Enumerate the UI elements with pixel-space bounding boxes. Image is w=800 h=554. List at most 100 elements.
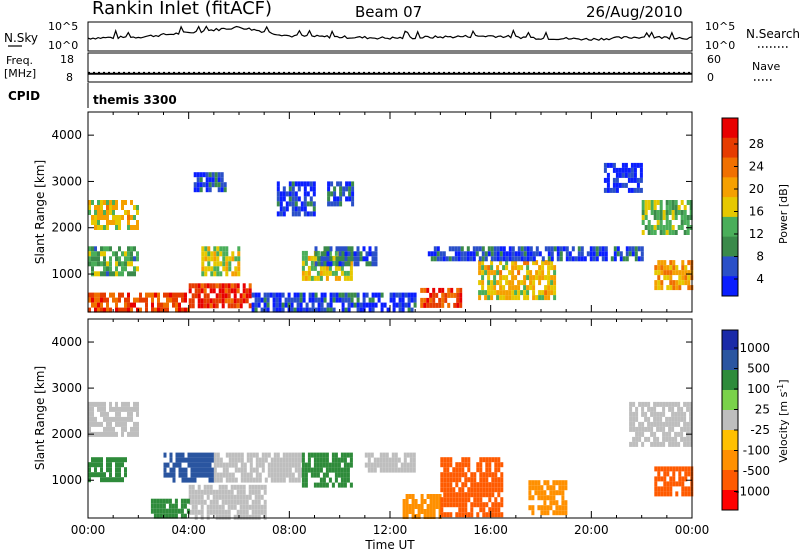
heatmap-cell bbox=[323, 292, 327, 298]
heatmap-cell bbox=[338, 261, 342, 267]
heatmap-cell bbox=[660, 476, 664, 482]
heatmap-cell bbox=[494, 457, 498, 463]
heatmap-cell bbox=[319, 477, 323, 483]
heatmap-cell bbox=[245, 298, 249, 304]
heatmap-cell bbox=[514, 285, 518, 291]
heatmap-cell bbox=[476, 492, 480, 498]
heatmap-cell bbox=[641, 220, 645, 225]
heatmap-cell bbox=[659, 441, 663, 447]
heatmap-cell bbox=[302, 292, 306, 298]
heatmap-cell bbox=[331, 457, 335, 463]
heatmap-cell bbox=[254, 292, 258, 298]
heatmap-cell bbox=[389, 297, 393, 303]
heatmap-cell bbox=[684, 280, 688, 286]
heatmap-cell bbox=[544, 285, 548, 291]
heatmap-cell bbox=[264, 477, 268, 483]
heatmap-cell bbox=[680, 431, 684, 437]
heatmap-cell bbox=[343, 275, 347, 281]
heatmap-cell bbox=[115, 205, 118, 210]
heatmap-cell bbox=[338, 246, 342, 252]
heatmap-cell bbox=[88, 261, 91, 267]
heatmap-cell bbox=[100, 406, 103, 412]
heatmap-cell bbox=[429, 494, 433, 499]
heatmap-cell bbox=[329, 302, 333, 308]
heatmap-cell bbox=[255, 472, 259, 478]
heatmap-cell bbox=[505, 265, 509, 271]
heatmap-cell bbox=[496, 295, 500, 301]
heatmap-cell bbox=[263, 509, 267, 515]
heatmap-cell bbox=[313, 467, 317, 473]
velocity-colorbar-tick-label: 100 bbox=[747, 382, 770, 396]
heatmap-cell bbox=[426, 297, 430, 303]
heatmap-cell bbox=[329, 297, 333, 303]
heatmap-cell bbox=[420, 302, 424, 308]
heatmap-cell bbox=[208, 477, 212, 483]
heatmap-cell bbox=[127, 406, 130, 412]
heatmap-cell bbox=[339, 186, 343, 192]
heatmap-cell bbox=[359, 307, 363, 313]
heatmap-cell bbox=[175, 292, 178, 298]
velocity-colorbar-tick-label: -1000 bbox=[735, 485, 770, 499]
heatmap-cell bbox=[517, 246, 521, 252]
heatmap-cell bbox=[657, 265, 661, 271]
heatmap-cell bbox=[385, 452, 389, 458]
heatmap-cell bbox=[236, 489, 240, 495]
heatmap-cell bbox=[442, 251, 446, 257]
heatmap-cell bbox=[347, 302, 351, 308]
heatmap-cell bbox=[550, 275, 554, 281]
heatmap-cell bbox=[529, 256, 533, 262]
heatmap-cell bbox=[442, 256, 446, 262]
heatmap-cell bbox=[650, 431, 654, 437]
heatmap-cell bbox=[628, 246, 632, 252]
heatmap-cell bbox=[230, 303, 234, 309]
heatmap-cell bbox=[353, 251, 357, 257]
heatmap-cell bbox=[248, 489, 252, 495]
heatmap-cell bbox=[112, 457, 115, 463]
heatmap-cell bbox=[270, 462, 274, 468]
heatmap-cell bbox=[343, 472, 347, 478]
heatmap-cell bbox=[494, 487, 498, 493]
heatmap-cell bbox=[214, 172, 218, 178]
heatmap-cell bbox=[212, 499, 216, 505]
heatmap-cell bbox=[193, 172, 197, 178]
heatmap-cell bbox=[657, 260, 661, 266]
heatmap-cell bbox=[206, 509, 210, 515]
heatmap-cell bbox=[206, 293, 210, 299]
heatmap-cell bbox=[514, 275, 518, 281]
heatmap-cell bbox=[488, 472, 492, 478]
heatmap-cell bbox=[276, 181, 280, 187]
heatmap-cell bbox=[469, 256, 473, 262]
heatmap-cell bbox=[124, 467, 127, 473]
heatmap-cell bbox=[94, 302, 97, 308]
heatmap-cell bbox=[367, 462, 371, 468]
heatmap-cell bbox=[391, 467, 395, 473]
heatmap-cell bbox=[666, 275, 670, 281]
heatmap-cell bbox=[671, 200, 675, 205]
heatmap-cell bbox=[397, 467, 401, 473]
heatmap-cell bbox=[301, 472, 305, 478]
heatmap-cell bbox=[616, 246, 620, 252]
heatmap-cell bbox=[322, 477, 326, 483]
heatmap-cell bbox=[598, 251, 602, 257]
heatmap-cell bbox=[251, 514, 255, 520]
heatmap-cell bbox=[337, 482, 341, 488]
heatmap-cell bbox=[94, 292, 97, 298]
heatmap-cell bbox=[663, 466, 667, 472]
heatmap-cell bbox=[529, 246, 533, 252]
heatmap-cell bbox=[344, 261, 348, 267]
heatmap-cell bbox=[202, 457, 206, 463]
heatmap-cell bbox=[433, 246, 437, 252]
heatmap-cell bbox=[279, 206, 283, 212]
heatmap-cell bbox=[340, 467, 344, 473]
heatmap-cell bbox=[109, 205, 112, 210]
heatmap-cell bbox=[297, 186, 301, 192]
heatmap-cell bbox=[650, 411, 654, 417]
heatmap-cell bbox=[216, 251, 220, 257]
heatmap-cell bbox=[603, 162, 607, 168]
heatmap-cell bbox=[181, 297, 184, 303]
heatmap-cell bbox=[440, 507, 444, 513]
heatmap-cell bbox=[297, 206, 301, 212]
heatmap-cell bbox=[330, 181, 334, 187]
heatmap-cell bbox=[423, 499, 427, 504]
heatmap-cell bbox=[174, 503, 178, 509]
